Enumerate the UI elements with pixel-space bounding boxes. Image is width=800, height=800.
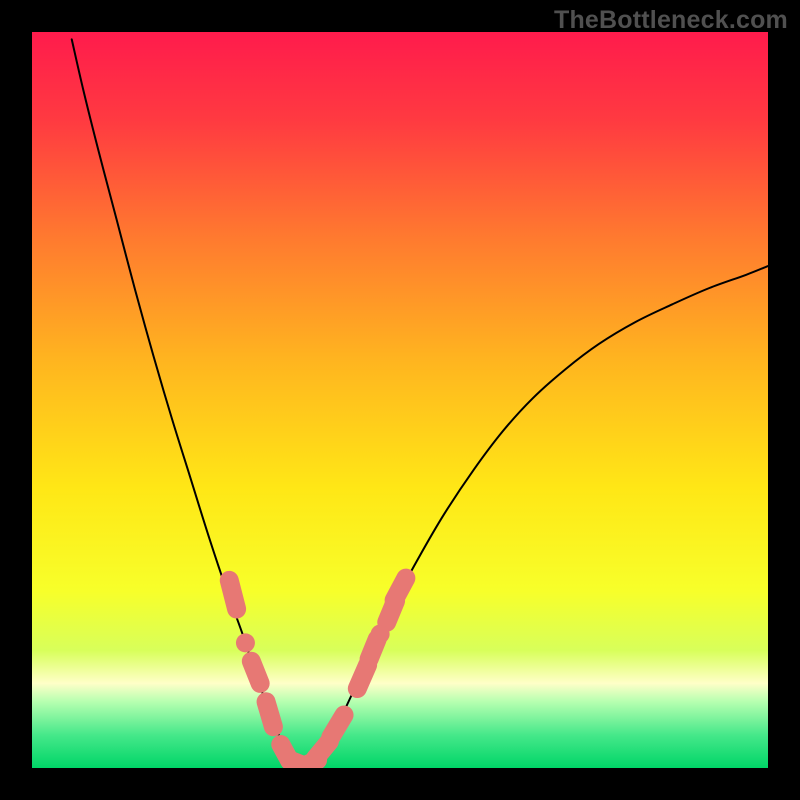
marker-capsule — [357, 665, 367, 689]
marker-capsule — [251, 661, 260, 683]
marker-dot — [371, 625, 390, 644]
chart-svg — [32, 32, 768, 768]
marker-capsule — [331, 715, 344, 737]
chart-plot-area — [32, 32, 768, 768]
marker-dot — [236, 633, 255, 652]
chart-background — [32, 32, 768, 768]
marker-capsule — [394, 578, 406, 600]
marker-capsule — [229, 580, 236, 609]
marker-capsule — [266, 702, 273, 727]
watermark-text: TheBottleneck.com — [554, 6, 788, 35]
